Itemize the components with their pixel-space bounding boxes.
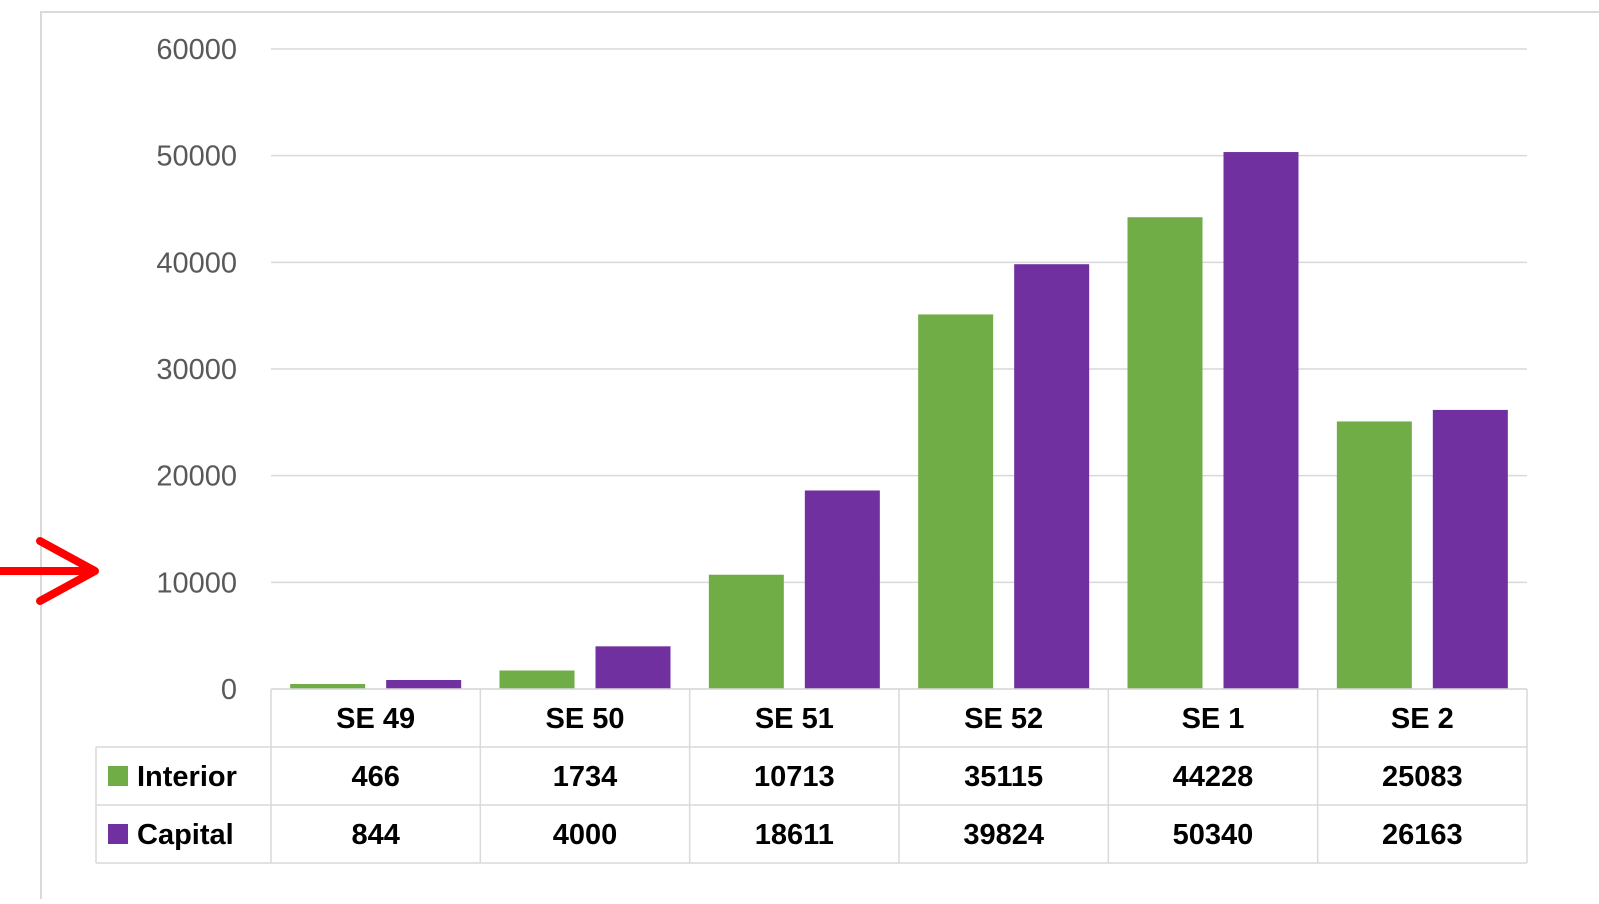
legend-key-capital: [108, 824, 128, 844]
bar-capital-se-52: [1014, 264, 1090, 689]
category-label: SE 1: [1182, 703, 1245, 735]
bar-capital-se-2: [1432, 409, 1508, 689]
bar-capital-se-51: [804, 490, 880, 689]
category-label: SE 52: [964, 703, 1043, 735]
bar-interior-se-2: [1336, 421, 1412, 689]
y-tick-label: 0: [221, 674, 237, 706]
y-tick-label: 40000: [156, 247, 237, 279]
data-value: 18611: [755, 819, 834, 851]
legend-key-interior: [108, 766, 128, 786]
y-tick-label: 20000: [156, 461, 237, 493]
annotation-arrow: [0, 537, 99, 605]
bar-interior-se-50: [499, 670, 575, 689]
data-value: 1734: [553, 761, 618, 793]
bars: [290, 152, 1508, 690]
data-value: 26163: [1382, 819, 1463, 851]
y-axis-tick-labels: 0 10000 20000 30000 40000 50000 60000: [156, 34, 237, 706]
data-value: 44228: [1173, 761, 1254, 793]
data-value: 466: [351, 761, 399, 793]
data-value: 844: [351, 819, 399, 851]
data-value: 4000: [553, 819, 618, 851]
category-label: SE 2: [1391, 703, 1454, 735]
bar-interior-se-51: [708, 574, 784, 689]
bar-capital-se-1: [1223, 152, 1299, 690]
y-tick-label: 30000: [156, 354, 237, 386]
y-tick-label: 10000: [156, 567, 237, 599]
category-label: SE 51: [755, 703, 834, 735]
arrow-head: [36, 537, 99, 605]
data-value: 50340: [1173, 819, 1254, 851]
category-label: SE 50: [546, 703, 625, 735]
bar-interior-se-49: [290, 684, 366, 689]
data-value: 10713: [754, 761, 835, 793]
bar-capital-se-50: [595, 646, 671, 689]
bar-capital-se-49: [386, 679, 462, 689]
data-value: 25083: [1382, 761, 1463, 793]
data-table: SE 49 SE 50 SE 51 SE 52 SE 1 SE 2 Interior 466 1…: [95, 688, 1528, 864]
series-name: Interior: [137, 761, 237, 793]
y-tick-label: 60000: [156, 34, 237, 66]
series-name: Capital: [137, 819, 234, 851]
data-value: 39824: [963, 819, 1044, 851]
data-value: 35115: [964, 761, 1043, 793]
bar-interior-se-1: [1127, 217, 1203, 689]
bar-interior-se-52: [918, 314, 994, 689]
y-tick-label: 50000: [156, 141, 237, 173]
category-label: SE 49: [336, 703, 415, 735]
